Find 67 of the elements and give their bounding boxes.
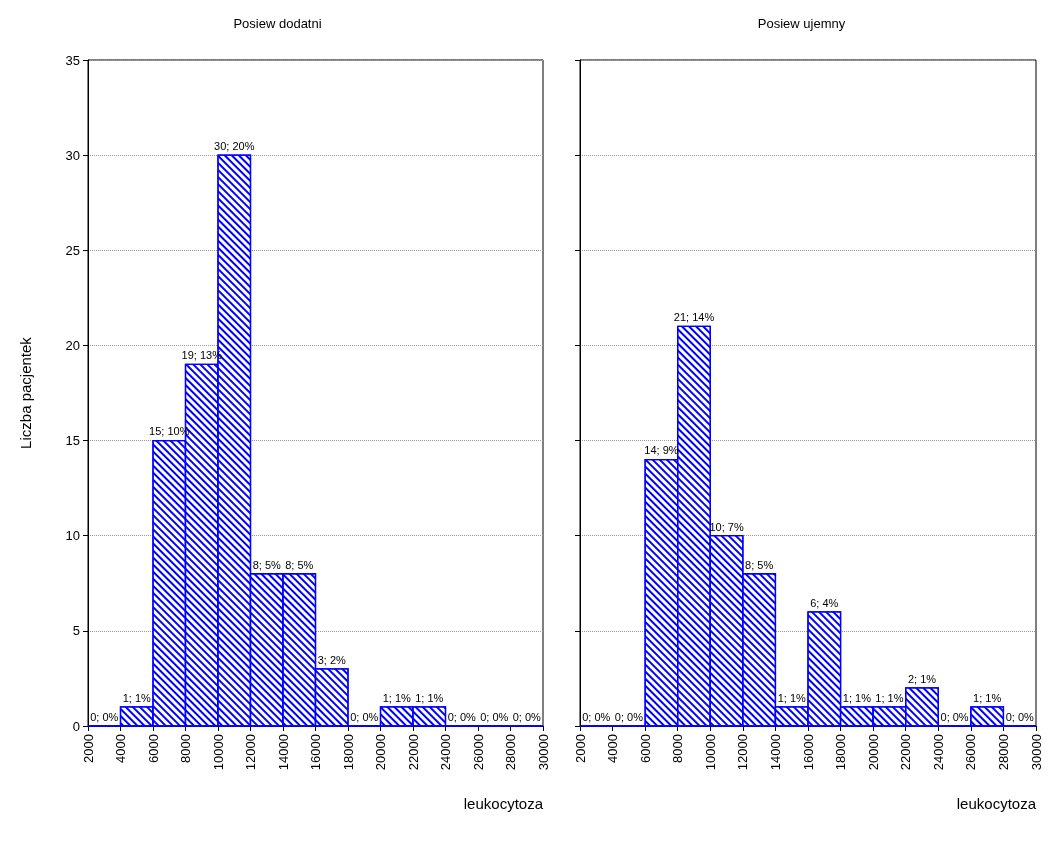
x-axis-title: leukocytoza xyxy=(956,795,1037,812)
x-tick-label: 8000 xyxy=(670,734,686,763)
x-tick-label: 22000 xyxy=(898,734,914,771)
data-label: 0; 0% xyxy=(350,710,379,723)
x-tick-label: 14000 xyxy=(767,734,783,771)
x-tick-label: 16000 xyxy=(308,734,323,771)
data-label: 1; 1% xyxy=(973,691,1002,704)
data-label: 1; 1% xyxy=(382,691,412,704)
data-label: 2; 1% xyxy=(907,672,937,685)
x-tick-label: 16000 xyxy=(800,734,816,771)
data-label: 1; 1% xyxy=(842,691,872,704)
data-label: 1; 1% xyxy=(777,691,806,704)
data-label: 1; 1% xyxy=(122,691,152,704)
data-label: 0; 0% xyxy=(447,710,477,723)
x-tick-label: 8000 xyxy=(178,734,193,763)
x-axis-title: leukocytoza xyxy=(463,795,544,812)
x-tick-label: 18000 xyxy=(833,734,849,771)
x-tick-label: 10000 xyxy=(210,734,226,771)
x-tick-label: 4000 xyxy=(605,734,621,763)
x-tick-label: 6000 xyxy=(637,734,653,763)
y-tick-label: 5 xyxy=(72,623,80,639)
data-label: 8; 5% xyxy=(285,558,314,571)
y-axis-title: Liczba pacjentek xyxy=(17,336,34,449)
x-tick-label: 24000 xyxy=(930,734,946,771)
data-label: 1; 1% xyxy=(415,691,444,704)
y-tick-label: 30 xyxy=(65,147,80,163)
data-label: 0; 0% xyxy=(1005,710,1034,723)
data-label: 6; 4% xyxy=(810,596,839,609)
data-label: 0; 0% xyxy=(512,710,542,723)
x-tick-label: 20000 xyxy=(865,734,881,771)
x-tick-label: 30000 xyxy=(1028,734,1044,771)
x-tick-label: 26000 xyxy=(963,734,979,771)
data-label: 30; 20% xyxy=(214,139,255,152)
x-tick-label: 2000 xyxy=(572,734,588,763)
chart-title: Posiew ujemny xyxy=(757,16,846,31)
x-tick-label: 30000 xyxy=(535,734,551,771)
data-label: 0; 0% xyxy=(90,710,119,723)
x-tick-label: 4000 xyxy=(113,734,128,763)
x-tick-label: 24000 xyxy=(438,734,453,771)
y-tick-label: 35 xyxy=(65,52,80,68)
data-label: 8; 5% xyxy=(745,558,774,571)
data-label: 0; 0% xyxy=(582,710,611,723)
data-label: 0; 0% xyxy=(480,710,509,723)
y-tick-label: 20 xyxy=(65,337,80,353)
y-tick-label: 0 xyxy=(72,718,80,734)
x-tick-label: 28000 xyxy=(995,734,1011,771)
x-tick-label: 2000 xyxy=(80,734,96,763)
x-tick-label: 6000 xyxy=(145,734,161,763)
x-tick-label: 28000 xyxy=(503,734,518,771)
data-label: 21; 14% xyxy=(673,311,715,324)
y-tick-label: 10 xyxy=(65,528,80,544)
data-label: 8; 5% xyxy=(252,558,282,571)
x-tick-label: 12000 xyxy=(243,734,258,771)
x-tick-label: 26000 xyxy=(470,734,486,771)
x-tick-label: 12000 xyxy=(735,734,751,771)
x-tick-label: 20000 xyxy=(373,734,388,771)
chart-title: Posiew dodatni xyxy=(233,16,322,31)
data-label: 0; 0% xyxy=(614,710,644,723)
x-tick-label: 14000 xyxy=(275,734,291,771)
x-tick-label: 10000 xyxy=(702,734,718,771)
y-tick-label: 25 xyxy=(65,242,80,258)
data-label: 0; 0% xyxy=(940,710,969,723)
data-label: 1; 1% xyxy=(875,691,904,704)
x-tick-label: 18000 xyxy=(340,734,356,771)
x-tick-label: 22000 xyxy=(405,734,421,771)
y-tick-label: 15 xyxy=(65,433,80,449)
data-label: 3; 2% xyxy=(317,653,347,666)
